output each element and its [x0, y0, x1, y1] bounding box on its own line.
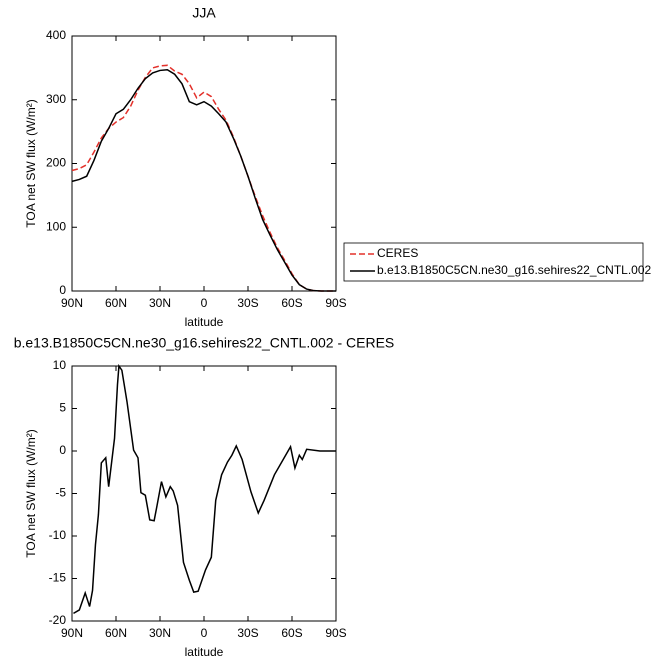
x-tick-label: 30S: [237, 626, 258, 640]
x-tick-label: 90S: [325, 296, 346, 310]
x-tick-label: 60S: [281, 626, 302, 640]
x-tick-label: 90N: [61, 626, 83, 640]
y-tick-label: 10: [53, 358, 67, 372]
y-tick-label: 0: [59, 283, 66, 297]
x-tick-label: 30N: [149, 296, 171, 310]
y-axis-label: TOA net SW flux (W/m²): [24, 429, 38, 557]
plot-frame: [71, 365, 337, 622]
y-tick-label: 300: [46, 92, 66, 106]
plot-frame: [71, 35, 337, 292]
series-line: [71, 64, 336, 292]
x-tick-label: 30N: [149, 626, 171, 640]
x-tick-label: 60N: [105, 296, 127, 310]
legend-label: b.e13.B1850C5CN.ne30_g16.sehires22_CNTL.…: [377, 263, 652, 277]
x-tick-label: 0: [201, 296, 208, 310]
x-axis-label: latitude: [185, 645, 224, 659]
chart-title: JJA: [192, 5, 216, 21]
y-tick-label: 100: [46, 219, 66, 233]
x-tick-label: 90N: [61, 296, 83, 310]
y-tick-label: -15: [49, 571, 67, 585]
y-tick-label: 0: [59, 443, 66, 457]
x-tick-label: 30S: [237, 296, 258, 310]
x-tick-label: 60N: [105, 626, 127, 640]
y-axis-label: TOA net SW flux (W/m²): [24, 99, 38, 227]
series-line: [73, 363, 336, 614]
legend-label: CERES: [377, 246, 418, 260]
x-tick-label: 0: [201, 626, 208, 640]
y-tick-label: -20: [49, 613, 67, 627]
y-tick-label: -5: [55, 486, 66, 500]
x-axis-label: latitude: [185, 315, 224, 329]
chart-title: b.e13.B1850C5CN.ne30_g16.sehires22_CNTL.…: [14, 335, 395, 351]
legend-box: [343, 242, 644, 282]
series-line: [71, 69, 336, 292]
x-tick-label: 90S: [325, 626, 346, 640]
x-tick-label: 60S: [281, 296, 302, 310]
y-tick-label: -10: [49, 528, 67, 542]
y-tick-label: 200: [46, 156, 66, 170]
y-tick-label: 5: [59, 401, 66, 415]
y-tick-label: 400: [46, 28, 66, 42]
